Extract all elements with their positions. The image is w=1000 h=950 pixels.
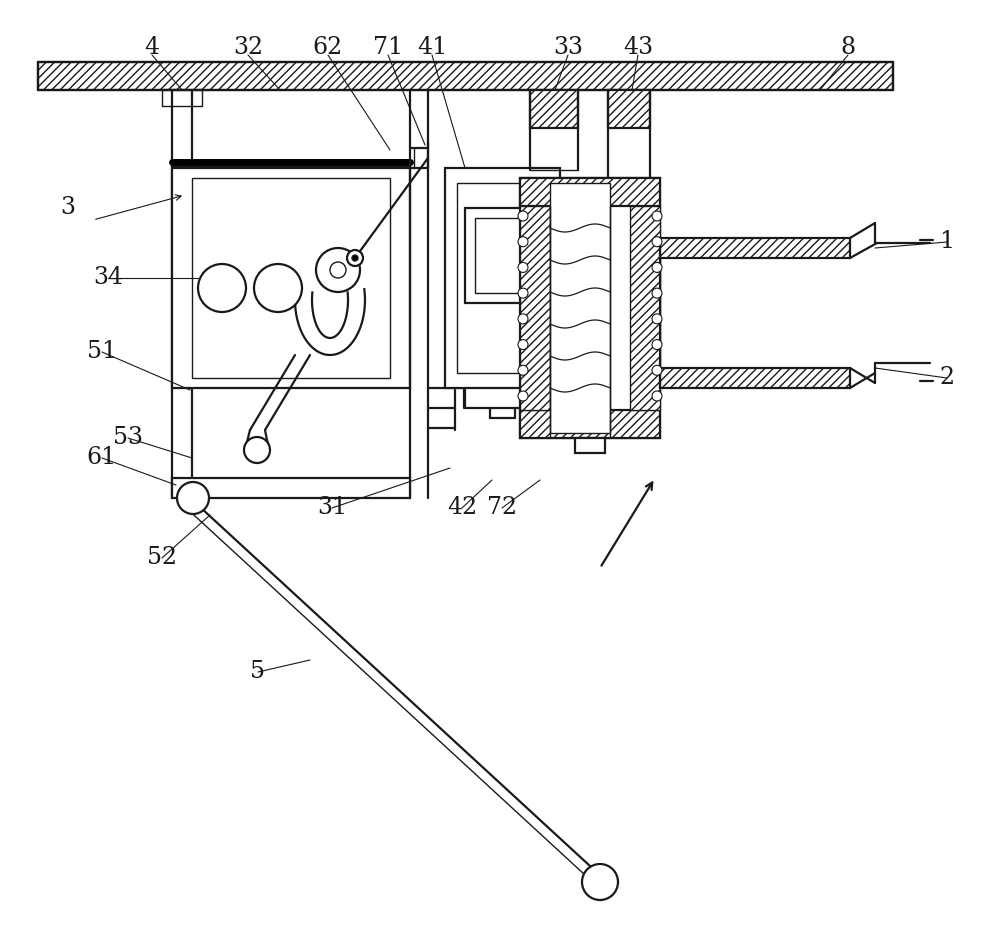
Bar: [520, 178, 660, 206]
Circle shape: [347, 250, 363, 266]
Bar: [550, 183, 610, 433]
Bar: [172, 168, 410, 388]
Circle shape: [652, 262, 662, 273]
Circle shape: [518, 391, 528, 401]
Text: 32: 32: [233, 36, 263, 60]
Bar: [475, 218, 530, 293]
Bar: [575, 438, 605, 453]
Text: 53: 53: [113, 427, 143, 449]
Text: 43: 43: [623, 36, 653, 60]
Bar: [520, 206, 550, 410]
Text: 41: 41: [417, 36, 447, 60]
Circle shape: [198, 264, 246, 312]
Text: 61: 61: [87, 446, 117, 469]
Text: 34: 34: [93, 267, 123, 290]
Bar: [520, 410, 660, 438]
Circle shape: [518, 211, 528, 221]
Text: 71: 71: [373, 36, 403, 60]
Circle shape: [518, 314, 528, 324]
Circle shape: [652, 288, 662, 298]
Circle shape: [518, 339, 528, 350]
Bar: [660, 238, 850, 258]
Circle shape: [652, 237, 662, 247]
Bar: [465, 208, 540, 303]
Circle shape: [244, 437, 270, 463]
Bar: [608, 90, 650, 128]
Text: 1: 1: [939, 231, 955, 254]
Circle shape: [330, 262, 346, 278]
Circle shape: [518, 237, 528, 247]
Text: 3: 3: [60, 197, 76, 219]
Text: 2: 2: [939, 367, 955, 389]
Bar: [457, 183, 548, 373]
Circle shape: [518, 366, 528, 375]
Text: 52: 52: [147, 546, 177, 569]
Text: 5: 5: [250, 660, 266, 683]
Circle shape: [652, 339, 662, 350]
Bar: [38, 62, 893, 90]
Text: 62: 62: [313, 36, 343, 60]
Bar: [530, 90, 578, 128]
Bar: [630, 206, 660, 410]
Text: 31: 31: [317, 497, 347, 520]
Circle shape: [652, 391, 662, 401]
Text: 4: 4: [144, 36, 160, 60]
Circle shape: [652, 211, 662, 221]
Circle shape: [177, 482, 209, 514]
Text: 51: 51: [87, 340, 117, 364]
Bar: [660, 368, 850, 388]
Bar: [192, 178, 390, 378]
Text: 8: 8: [840, 36, 856, 60]
Circle shape: [518, 262, 528, 273]
Bar: [520, 178, 660, 438]
Circle shape: [254, 264, 302, 312]
Circle shape: [352, 255, 358, 261]
Circle shape: [518, 288, 528, 298]
Circle shape: [316, 248, 360, 292]
Circle shape: [652, 366, 662, 375]
Text: 72: 72: [487, 497, 517, 520]
Text: 33: 33: [553, 36, 583, 60]
Bar: [445, 168, 560, 388]
Text: 42: 42: [447, 497, 477, 520]
Bar: [172, 478, 410, 498]
Circle shape: [652, 314, 662, 324]
Circle shape: [582, 864, 618, 900]
